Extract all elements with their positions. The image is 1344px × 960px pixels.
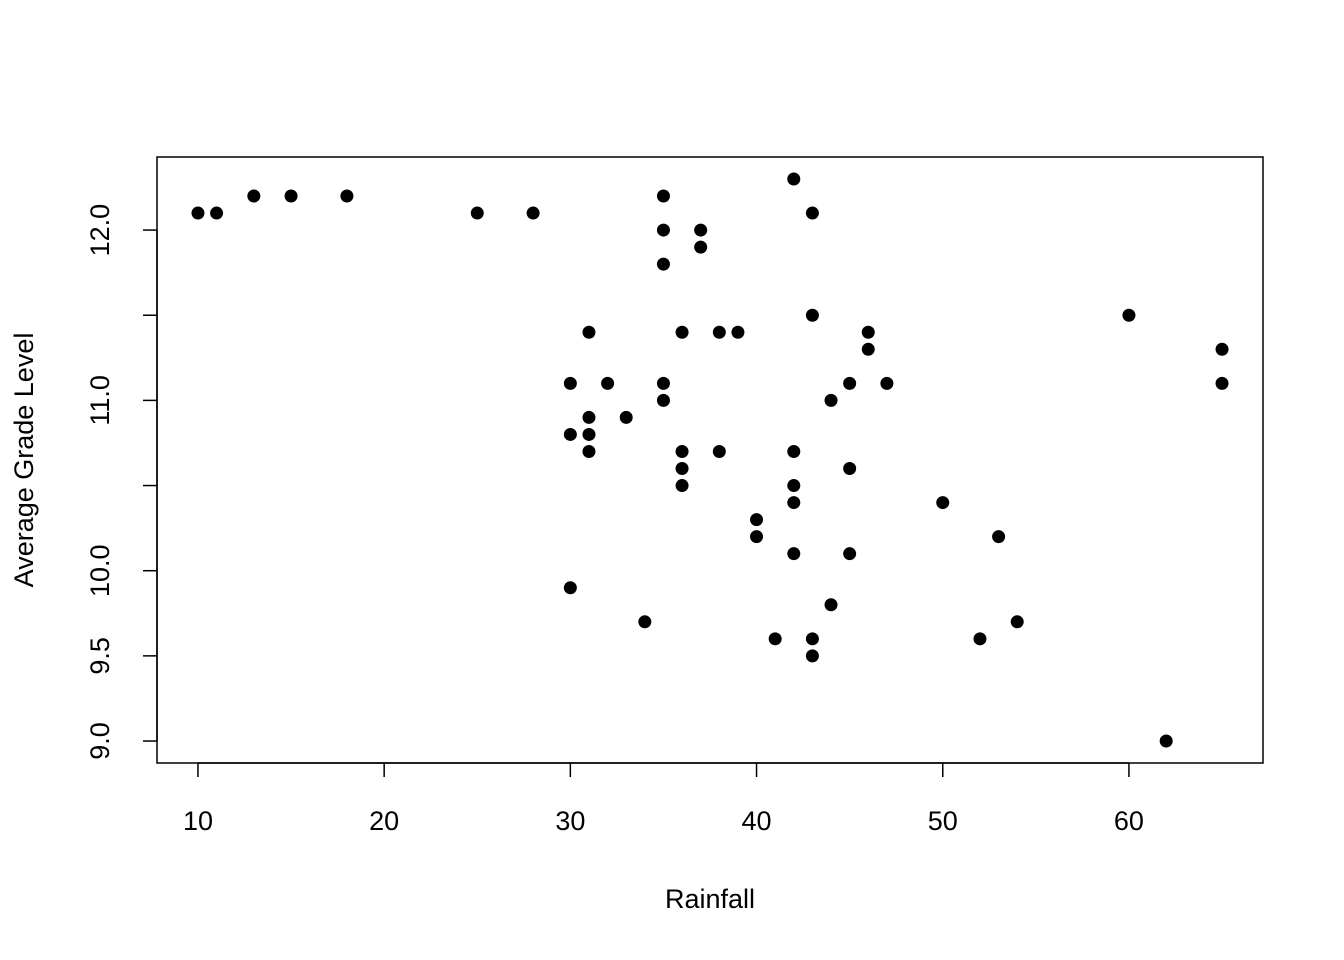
point bbox=[805, 308, 819, 322]
point bbox=[843, 547, 857, 561]
point bbox=[563, 427, 577, 441]
x-axis-label: Rainfall bbox=[665, 884, 755, 914]
point bbox=[843, 376, 857, 390]
y-tick-label: 9.5 bbox=[85, 637, 115, 675]
y-tick-label: 11.0 bbox=[85, 375, 115, 426]
y-tick-label: 9.0 bbox=[85, 722, 115, 760]
point bbox=[787, 444, 801, 458]
point bbox=[619, 410, 633, 424]
point bbox=[805, 632, 819, 646]
point bbox=[712, 325, 726, 339]
plot-frame bbox=[156, 156, 1264, 764]
point bbox=[656, 257, 670, 271]
point bbox=[675, 462, 689, 476]
point bbox=[843, 462, 857, 476]
y-axis-label: Average Grade Level bbox=[9, 333, 39, 588]
point bbox=[582, 410, 596, 424]
point bbox=[563, 376, 577, 390]
point bbox=[582, 325, 596, 339]
point bbox=[973, 632, 987, 646]
point bbox=[861, 325, 875, 339]
point bbox=[861, 342, 875, 356]
point bbox=[1010, 615, 1024, 629]
point bbox=[656, 189, 670, 203]
point bbox=[656, 376, 670, 390]
point bbox=[694, 223, 708, 237]
point bbox=[582, 444, 596, 458]
x-tick-label: 60 bbox=[1114, 806, 1144, 836]
point bbox=[1122, 308, 1136, 322]
point bbox=[638, 615, 652, 629]
x-tick-label: 40 bbox=[742, 806, 772, 836]
point bbox=[601, 376, 615, 390]
point bbox=[824, 393, 838, 407]
point bbox=[750, 530, 764, 544]
point bbox=[1159, 734, 1173, 748]
point bbox=[656, 393, 670, 407]
point bbox=[787, 479, 801, 493]
point bbox=[1215, 376, 1229, 390]
point bbox=[675, 325, 689, 339]
point bbox=[284, 189, 298, 203]
point bbox=[470, 206, 484, 220]
point bbox=[210, 206, 224, 220]
point bbox=[936, 496, 950, 510]
point bbox=[675, 444, 689, 458]
point bbox=[824, 598, 838, 612]
point bbox=[880, 376, 894, 390]
point bbox=[563, 581, 577, 595]
point bbox=[805, 649, 819, 663]
point bbox=[340, 189, 354, 203]
point bbox=[1215, 342, 1229, 356]
point bbox=[787, 172, 801, 186]
point bbox=[247, 189, 261, 203]
point bbox=[731, 325, 745, 339]
point bbox=[787, 496, 801, 510]
point bbox=[768, 632, 782, 646]
point bbox=[526, 206, 540, 220]
y-tick-label: 10.0 bbox=[85, 544, 115, 597]
point bbox=[582, 427, 596, 441]
point bbox=[656, 223, 670, 237]
point bbox=[191, 206, 205, 220]
x-tick-label: 20 bbox=[369, 806, 399, 836]
x-tick-label: 30 bbox=[555, 806, 585, 836]
point bbox=[992, 530, 1006, 544]
point bbox=[750, 513, 764, 527]
point bbox=[712, 444, 726, 458]
y-tick-label: 12.0 bbox=[85, 204, 115, 257]
x-tick-label: 10 bbox=[183, 806, 213, 836]
point bbox=[694, 240, 708, 254]
point bbox=[675, 479, 689, 493]
x-tick-label: 50 bbox=[928, 806, 958, 836]
point bbox=[805, 206, 819, 220]
point bbox=[787, 547, 801, 561]
